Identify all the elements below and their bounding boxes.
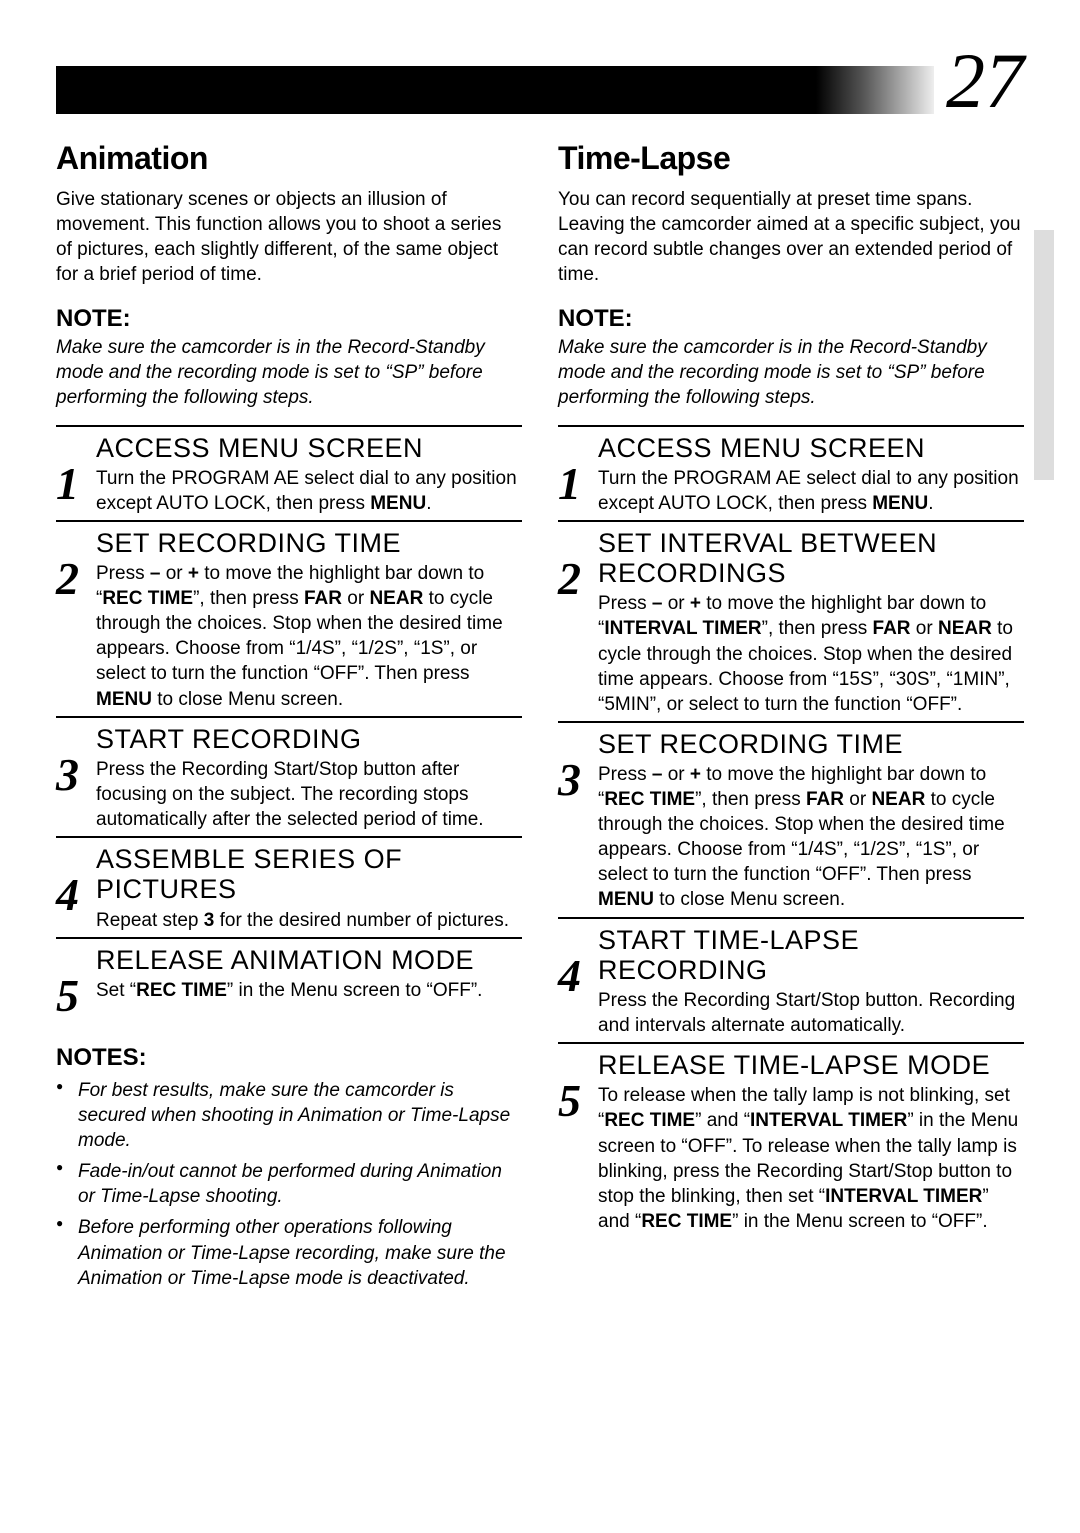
animation-note-text: Make sure the camcorder is in the Record…: [56, 335, 522, 410]
step: 5RELEASE ANIMATION MODE Set “REC TIME” in…: [56, 937, 522, 1016]
animation-note-label: NOTE:: [56, 305, 522, 333]
step-body: SET RECORDING TIMEPress – or + to move t…: [598, 729, 1024, 913]
content-columns: Animation Give stationary scenes or obje…: [56, 140, 1024, 1297]
step: 2SET RECORDING TIMEPress – or + to move …: [56, 520, 522, 712]
timelapse-note-text: Make sure the camcorder is in the Record…: [558, 335, 1024, 410]
step-title: ACCESS MENU SCREEN: [598, 433, 1024, 463]
step-text: Press – or + to move the highlight bar d…: [96, 561, 522, 711]
step-body: ASSEMBLE SERIES OF PICTURES Repeat step 3…: [96, 844, 522, 933]
step-text: Turn the PROGRAM AE select dial to any p…: [96, 466, 522, 516]
step-number: 1: [558, 433, 598, 516]
step-body: ACCESS MENU SCREENTurn the PROGRAM AE se…: [598, 433, 1024, 516]
step-title: ACCESS MENU SCREEN: [96, 433, 522, 463]
timelapse-intro: You can record sequentially at preset ti…: [558, 187, 1024, 287]
step: 2SET INTERVAL BETWEEN RECORDINGSPress – …: [558, 520, 1024, 717]
step-number: 3: [56, 724, 96, 832]
header-bar-black: [56, 66, 816, 114]
timelapse-note-label: NOTE:: [558, 305, 1024, 333]
step-body: START TIME-LAPSE RECORDINGPress the Reco…: [598, 925, 1024, 1039]
step-title: START RECORDING: [96, 724, 522, 754]
step-number: 4: [56, 844, 96, 933]
header-bar-gradient: [816, 66, 934, 114]
step: 3SET RECORDING TIMEPress – or + to move …: [558, 721, 1024, 913]
step-text: Press the Recording Start/Stop button af…: [96, 757, 522, 832]
step-title: SET RECORDING TIME: [96, 528, 522, 558]
step-body: START RECORDINGPress the Recording Start…: [96, 724, 522, 832]
step-body: ACCESS MENU SCREENTurn the PROGRAM AE se…: [96, 433, 522, 516]
step-title: START TIME-LAPSE RECORDING: [598, 925, 1024, 985]
step-number: 5: [56, 945, 96, 1016]
notes-item: Fade-in/out cannot be performed during A…: [56, 1159, 522, 1209]
step-number: 2: [56, 528, 96, 712]
step-text: Repeat step 3 for the desired number of …: [96, 908, 522, 933]
step: 1ACCESS MENU SCREENTurn the PROGRAM AE s…: [558, 425, 1024, 516]
step-text: To release when the tally lamp is not bl…: [598, 1083, 1024, 1233]
page-header: 27: [56, 36, 1024, 114]
right-column: Time-Lapse You can record sequentially a…: [558, 140, 1024, 1297]
step-title: RELEASE TIME-LAPSE MODE: [598, 1050, 1024, 1080]
step-number: 1: [56, 433, 96, 516]
step: 3START RECORDINGPress the Recording Star…: [56, 716, 522, 832]
left-column: Animation Give stationary scenes or obje…: [56, 140, 522, 1297]
step-body: SET RECORDING TIMEPress – or + to move t…: [96, 528, 522, 712]
notes-item: Before performing other operations follo…: [56, 1215, 522, 1290]
timelapse-title: Time-Lapse: [558, 140, 1024, 177]
notes-label: NOTES:: [56, 1044, 522, 1072]
animation-steps: 1ACCESS MENU SCREENTurn the PROGRAM AE s…: [56, 425, 522, 1017]
step-title: ASSEMBLE SERIES OF PICTURES: [96, 844, 522, 904]
step-text: Press – or + to move the highlight bar d…: [598, 591, 1024, 716]
animation-intro: Give stationary scenes or objects an ill…: [56, 187, 522, 287]
step-text: Press – or + to move the highlight bar d…: [598, 762, 1024, 912]
step-number: 5: [558, 1050, 598, 1234]
notes-list: For best results, make sure the camcorde…: [56, 1078, 522, 1291]
step-text: Turn the PROGRAM AE select dial to any p…: [598, 466, 1024, 516]
step-number: 4: [558, 925, 598, 1039]
step: 5RELEASE TIME-LAPSE MODETo release when …: [558, 1042, 1024, 1234]
step-text: Press the Recording Start/Stop button. R…: [598, 988, 1024, 1038]
step: 1ACCESS MENU SCREENTurn the PROGRAM AE s…: [56, 425, 522, 516]
step-text: Set “REC TIME” in the Menu screen to “OF…: [96, 978, 522, 1003]
step-number: 3: [558, 729, 598, 913]
step-title: SET INTERVAL BETWEEN RECORDINGS: [598, 528, 1024, 588]
step-body: SET INTERVAL BETWEEN RECORDINGSPress – o…: [598, 528, 1024, 717]
timelapse-steps: 1ACCESS MENU SCREENTurn the PROGRAM AE s…: [558, 425, 1024, 1234]
notes-item: For best results, make sure the camcorde…: [56, 1078, 522, 1153]
step-body: RELEASE ANIMATION MODE Set “REC TIME” in …: [96, 945, 522, 1016]
step-title: SET RECORDING TIME: [598, 729, 1024, 759]
page-number: 27: [946, 42, 1024, 120]
side-tab-marker: [1034, 230, 1054, 480]
animation-title: Animation: [56, 140, 522, 177]
step: 4ASSEMBLE SERIES OF PICTURES Repeat step …: [56, 836, 522, 933]
step-body: RELEASE TIME-LAPSE MODETo release when t…: [598, 1050, 1024, 1234]
step: 4START TIME-LAPSE RECORDINGPress the Rec…: [558, 917, 1024, 1039]
step-title: RELEASE ANIMATION MODE: [96, 945, 522, 975]
step-number: 2: [558, 528, 598, 717]
